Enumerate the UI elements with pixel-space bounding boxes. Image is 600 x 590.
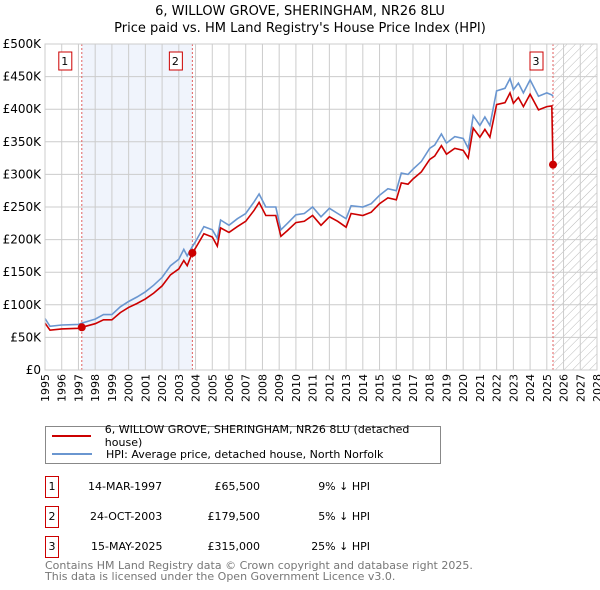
- sale-label-box: [168, 51, 183, 71]
- x-tick-label: 2008: [256, 374, 269, 402]
- sale-point: [77, 323, 86, 332]
- sale-row: 2 24-OCT-2003 £179,500 5% ↓ HPI: [45, 506, 445, 528]
- x-tick-label: 2015: [374, 374, 387, 402]
- sale-label: 3: [533, 55, 540, 68]
- x-tick-label: 2012: [323, 374, 336, 402]
- x-tick-label: 2018: [424, 374, 437, 402]
- x-tick-label: 2000: [123, 374, 136, 402]
- plot-border: [44, 43, 598, 371]
- x-tick-label: 2014: [357, 374, 370, 402]
- x-tick-label: 2007: [240, 374, 253, 402]
- sale-marker-badge: 1: [45, 476, 59, 498]
- legend-label: 6, WILLOW GROVE, SHERINGHAM, NR26 8LU (d…: [104, 423, 410, 449]
- property-price-line: [44, 90, 554, 332]
- x-tick-label: 2005: [206, 374, 219, 402]
- x-tick-label: 1999: [106, 374, 119, 402]
- y-tick-label: £250K: [3, 200, 43, 214]
- y-tick-label: £350K: [3, 135, 43, 149]
- footer-licence: This data is licensed under the Open Gov…: [45, 570, 396, 583]
- sale-point: [549, 160, 558, 169]
- x-tick-label: 2003: [173, 374, 186, 402]
- x-tick-label: 2006: [223, 374, 236, 402]
- x-tick-label: 2021: [474, 374, 487, 402]
- x-tick-label: 2004: [190, 374, 203, 402]
- y-tick-label: £50K: [10, 330, 42, 344]
- sale-hpi-diff: 25% ↓ HPI: [311, 540, 370, 553]
- sale-date: 15-MAY-2025: [91, 540, 163, 553]
- y-tick-label: £500K: [3, 37, 43, 51]
- sale-hpi-diff: 9% ↓ HPI: [318, 480, 370, 493]
- sale-price: £65,500: [214, 480, 261, 493]
- x-tick-label: 2026: [558, 374, 571, 402]
- x-tick-label: 2011: [307, 374, 320, 402]
- legend-label: HPI: Average price, detached house, Nort…: [106, 447, 384, 461]
- footer: Contains HM Land Registry data © Crown c…: [45, 560, 473, 582]
- x-tick-label: 2022: [491, 374, 504, 402]
- x-tick-label: 2017: [407, 374, 420, 402]
- y-tick-label: £450K: [3, 70, 43, 84]
- y-tick-label: £100K: [3, 298, 43, 312]
- footer-copyright: Contains HM Land Registry data © Crown c…: [45, 559, 473, 572]
- x-tick-label: 2009: [273, 374, 286, 402]
- sale-price: £179,500: [207, 510, 261, 523]
- x-tick-label: 2010: [290, 374, 303, 402]
- legend: 6, WILLOW GROVE, SHERINGHAM, NR26 8LU (d…: [45, 423, 441, 464]
- sale-date: 24-OCT-2003: [90, 510, 163, 523]
- x-tick-label: 2023: [507, 374, 520, 402]
- y-tick-label: £300K: [3, 167, 43, 181]
- x-tick-label: 2020: [457, 374, 470, 402]
- chart-subtitle: Price paid vs. HM Land Registry's House …: [114, 21, 486, 36]
- y-tick-label: £150K: [3, 265, 43, 279]
- legend-item-property: 6, WILLOW GROVE, SHERINGHAM, NR26 8LU (d…: [46, 423, 440, 449]
- chart-title: 6, WILLOW GROVE, SHERINGHAM, NR26 8LU: [155, 4, 445, 19]
- x-tick-label: 2019: [440, 374, 453, 402]
- sale-price: £315,000: [207, 540, 261, 553]
- y-tick-label: £200K: [3, 233, 43, 247]
- sale-hpi-diff: 5% ↓ HPI: [318, 510, 370, 523]
- sale-label-box: [529, 51, 544, 71]
- x-tick-label: 1996: [56, 374, 69, 402]
- x-tick-label: 2027: [574, 374, 587, 402]
- hpi-line: [44, 76, 554, 328]
- sale-marker-badge: 3: [45, 536, 59, 558]
- sale-row: 3 15-MAY-2025 £315,000 25% ↓ HPI: [45, 536, 445, 558]
- legend-item-hpi: HPI: Average price, detached house, Nort…: [46, 445, 383, 463]
- x-tick-label: 1995: [39, 374, 52, 402]
- x-tick-label: 2013: [340, 374, 353, 402]
- price-chart: £0 £50K £100K £150K £200K £250K £300K £350K £400…: [3, 37, 600, 402]
- sale-point: [188, 248, 197, 257]
- sale-label: 1: [61, 55, 68, 68]
- sale-marker-badge: 2: [45, 506, 59, 528]
- sale-label-box: [58, 51, 73, 71]
- x-tick-label: 2001: [139, 374, 152, 402]
- y-tick-label: £400K: [3, 102, 43, 116]
- x-tick-label: 1997: [72, 374, 85, 402]
- sale-date: 14-MAR-1997: [88, 480, 163, 493]
- x-tick-label: 2028: [591, 374, 600, 402]
- y-tick-label: £0: [26, 363, 41, 377]
- sale-label: 2: [172, 55, 179, 68]
- x-tick-label: 2024: [524, 374, 537, 402]
- x-tick-label: 2016: [390, 374, 403, 402]
- x-tick-label: 2002: [156, 374, 169, 402]
- sale-row: 1 14-MAR-1997 £65,500 9% ↓ HPI: [45, 476, 445, 498]
- x-tick-label: 1998: [89, 374, 102, 402]
- x-tick-label: 2025: [541, 374, 554, 402]
